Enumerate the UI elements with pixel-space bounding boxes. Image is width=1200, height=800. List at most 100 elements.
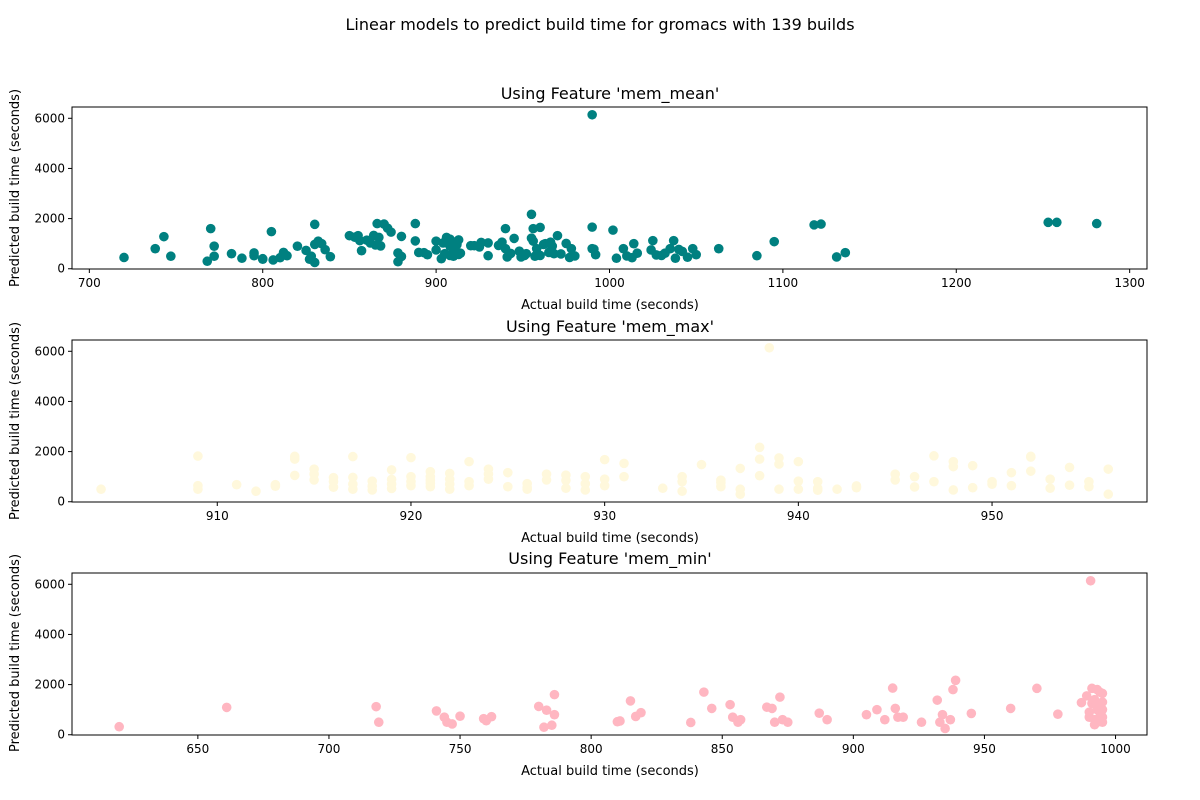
data-point (599, 480, 610, 491)
data-point (410, 236, 421, 246)
data-point (541, 705, 552, 715)
y-tick-label: 2000 (34, 678, 65, 692)
data-point (386, 465, 397, 475)
data-point (447, 719, 457, 729)
data-point (292, 241, 303, 251)
x-tick-label: 1200 (941, 276, 972, 290)
data-point (309, 475, 319, 485)
data-point (699, 687, 709, 697)
data-point (967, 482, 978, 493)
data-point (483, 250, 493, 261)
data-point (1097, 704, 1108, 715)
data-point (775, 692, 785, 702)
data-point (561, 483, 571, 494)
data-point (872, 704, 882, 715)
data-point (119, 252, 129, 263)
y-tick-label: 0 (57, 495, 65, 509)
data-point (587, 222, 597, 232)
data-point (202, 256, 213, 267)
x-tick-label: 900 (842, 742, 865, 756)
subplot-mem-mean: Using Feature 'mem_mean' Actual build ti… (8, 84, 1148, 313)
data-point (422, 249, 433, 260)
data-point (486, 711, 497, 722)
data-point (505, 248, 516, 259)
data-point (270, 479, 281, 490)
data-point (1045, 483, 1055, 494)
data-point (890, 703, 901, 714)
data-point (735, 714, 746, 725)
x-tick-label: 1300 (1114, 276, 1145, 290)
data-point (685, 717, 696, 728)
data-point (668, 235, 679, 246)
data-point (549, 709, 560, 720)
data-point (406, 480, 416, 491)
data-point (657, 483, 668, 494)
x-tick-label: 750 (449, 742, 472, 756)
data-point (96, 484, 106, 495)
data-point (814, 708, 825, 718)
data-point (782, 717, 793, 728)
data-point (809, 220, 819, 230)
x-tick-label: 950 (973, 742, 996, 756)
data-point (618, 243, 629, 254)
figure-suptitle: Linear models to predict build time for … (345, 15, 854, 34)
data-point (356, 245, 367, 256)
data-point (752, 250, 762, 261)
x-axis-label: Actual build time (seconds) (521, 531, 699, 546)
data-point (549, 689, 560, 700)
data-point (966, 708, 977, 719)
data-point (205, 223, 216, 234)
data-point (793, 456, 804, 467)
y-tick-label: 6000 (34, 344, 65, 358)
x-tick-label: 950 (981, 509, 1004, 523)
data-point (1052, 217, 1062, 228)
data-point (476, 237, 486, 248)
data-point (209, 251, 219, 262)
data-point (1006, 467, 1017, 478)
data-point (696, 459, 707, 470)
data-point (948, 461, 959, 472)
data-point (677, 476, 687, 487)
y-axis-label: Predicted build time (seconds) (8, 554, 23, 752)
data-point (628, 238, 639, 249)
data-point (793, 476, 804, 486)
data-point (987, 476, 997, 487)
data-point (464, 480, 474, 491)
data-point (890, 475, 900, 485)
data-point (898, 712, 908, 722)
data-point (851, 481, 862, 491)
y-axis-label: Predicted build time (seconds) (8, 322, 23, 520)
data-point (355, 235, 365, 246)
data-point (774, 484, 784, 495)
data-point (309, 257, 320, 268)
data-point (221, 702, 232, 713)
data-point (1103, 464, 1114, 474)
data-point (648, 235, 658, 246)
data-point (1084, 707, 1095, 717)
data-point (348, 451, 358, 462)
data-point (328, 472, 339, 483)
data-point (226, 248, 237, 259)
x-tick-label: 1000 (1100, 742, 1131, 756)
data-point (526, 209, 537, 220)
data-point (257, 253, 268, 264)
data-point (374, 232, 384, 243)
data-point (1076, 697, 1087, 708)
data-point (539, 722, 549, 733)
data-point (1025, 466, 1036, 476)
data-point (735, 463, 746, 474)
data-point (945, 714, 956, 725)
data-point (580, 471, 591, 482)
data-point (552, 230, 563, 241)
data-point (375, 241, 386, 251)
data-point (159, 231, 169, 242)
data-point (948, 684, 958, 695)
data-point (1053, 709, 1063, 719)
data-point (150, 243, 161, 254)
data-point (625, 696, 636, 706)
data-point (1006, 480, 1017, 491)
data-point (713, 243, 724, 254)
data-point (1064, 480, 1075, 490)
data-point (735, 489, 746, 500)
